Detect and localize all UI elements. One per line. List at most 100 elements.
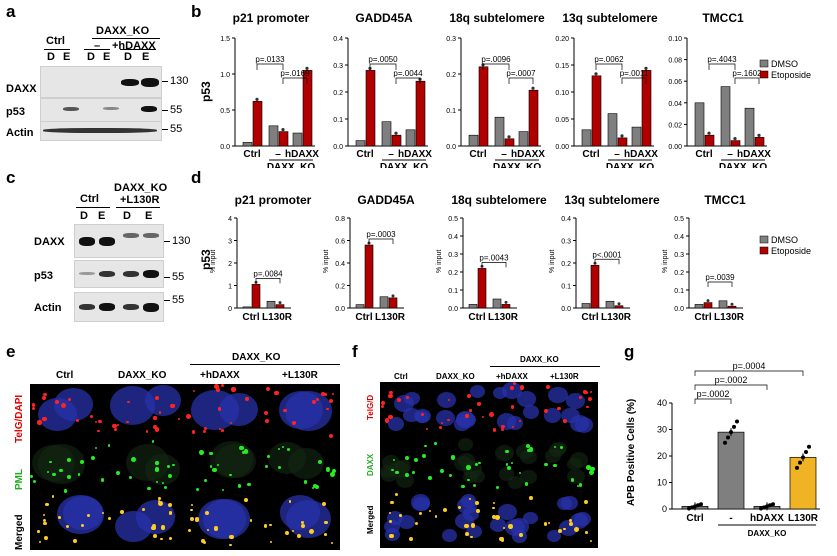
blot-c-row-daxx: DAXX (34, 236, 65, 248)
focus-dot (397, 397, 402, 403)
micrograph-tile (107, 494, 183, 548)
focus-dot (97, 429, 100, 433)
focus-dot (217, 464, 220, 467)
micro-f-col: +L130R (550, 372, 579, 381)
blot-a-actin-strip (40, 121, 162, 141)
p-bracket (621, 77, 647, 84)
focus-dot (418, 512, 422, 516)
focus-dot (43, 521, 47, 525)
chart-title: 13q subtelomere (562, 11, 658, 25)
focus-dot (405, 455, 410, 460)
y-tick-label: 0.1 (446, 108, 456, 115)
data-point (732, 424, 736, 429)
focus-dot (329, 433, 334, 438)
focus-dot (308, 529, 314, 535)
x-tick-label: L130R (714, 312, 745, 323)
bar-etoposide (727, 305, 737, 309)
bar-etoposide (591, 75, 602, 147)
focus-dot (405, 395, 410, 400)
data-point (504, 300, 508, 304)
micro-f-row: Merged (366, 505, 375, 534)
data-point (696, 503, 700, 508)
focus-dot (229, 543, 232, 547)
y-tick-label: 20 (657, 451, 667, 461)
x-tick-label: hDAXX (624, 149, 658, 160)
micrograph-tile (380, 382, 433, 436)
y-tick-label: 0.10 (668, 36, 682, 43)
y-tick-label: 1.5 (220, 36, 230, 43)
y-tick-label: 0.0 (333, 144, 343, 151)
focus-dot (267, 455, 271, 459)
nucleus (436, 391, 456, 408)
x-tick-label: Ctrl (581, 312, 598, 323)
bar-dmso (607, 113, 618, 147)
focus-dot (589, 539, 592, 543)
bar-etoposide (590, 264, 600, 309)
p-bracket (256, 63, 284, 70)
focus-dot (543, 522, 548, 526)
focus-dot (324, 393, 327, 396)
bar-dmso (468, 304, 478, 309)
focus-dot (421, 453, 426, 459)
y-tick-label: 0.2 (561, 261, 571, 268)
group-label: DAXX_KO (748, 529, 787, 538)
micro-e-col: +hDAXX (200, 370, 240, 381)
focus-dot (185, 413, 191, 419)
bar-etoposide (504, 138, 515, 147)
focus-dot (477, 401, 482, 407)
bar-dmso (242, 142, 253, 147)
focus-dot (528, 447, 534, 453)
chart-title: GADD45A (355, 11, 413, 25)
p-bracket (282, 77, 308, 84)
focus-dot (414, 522, 418, 526)
focus-dot (158, 499, 161, 502)
focus-dot (129, 475, 133, 479)
p-bracket (482, 63, 510, 70)
nucleus (38, 444, 85, 484)
focus-dot (482, 415, 485, 418)
focus-dot (447, 418, 451, 422)
bar-dmso (694, 102, 705, 147)
focus-dot (303, 480, 307, 484)
bar-dmso (494, 116, 505, 147)
y-tick-label: 1.0 (220, 72, 230, 79)
panel-label-g: g (624, 342, 635, 361)
nucleus (414, 411, 430, 424)
x-tick-label: Ctrl (243, 149, 260, 160)
nucleus (566, 468, 586, 485)
y-tick-label: 0.0 (220, 144, 230, 151)
focus-dot (449, 473, 453, 477)
bar-etoposide (754, 137, 765, 147)
p-bracket (595, 63, 623, 70)
focus-dot (67, 397, 72, 402)
y-tick-label: 0.6 (335, 239, 345, 246)
nucleus (470, 384, 486, 398)
p-value: p=.0084 (253, 269, 283, 278)
nucleus (455, 512, 475, 529)
y-tick-label: 0.2 (448, 270, 458, 277)
focus-dot (525, 443, 531, 449)
micrograph-tile (434, 492, 487, 546)
focus-dot (492, 514, 497, 519)
focus-dot (518, 533, 524, 538)
nucleus (115, 510, 152, 542)
blot-a-lane: D (87, 51, 95, 63)
micro-f-ko: DAXX_KO (520, 355, 559, 364)
focus-dot (469, 409, 472, 412)
data-point (762, 505, 766, 510)
blot-c-daxx-strip (74, 224, 164, 258)
nucleus (457, 438, 473, 451)
focus-dot (314, 484, 319, 489)
focus-dot (49, 460, 52, 464)
y-tick-label: 0.4 (448, 234, 458, 241)
focus-dot (239, 445, 245, 451)
focus-dot (583, 500, 588, 505)
legend-label: Etoposide (771, 246, 811, 256)
p-bracket (694, 370, 804, 376)
focus-dot (221, 488, 224, 491)
focus-dot (269, 523, 272, 527)
micrograph-tile (488, 382, 541, 436)
bar-dmso (492, 298, 502, 309)
focus-dot (394, 493, 398, 497)
